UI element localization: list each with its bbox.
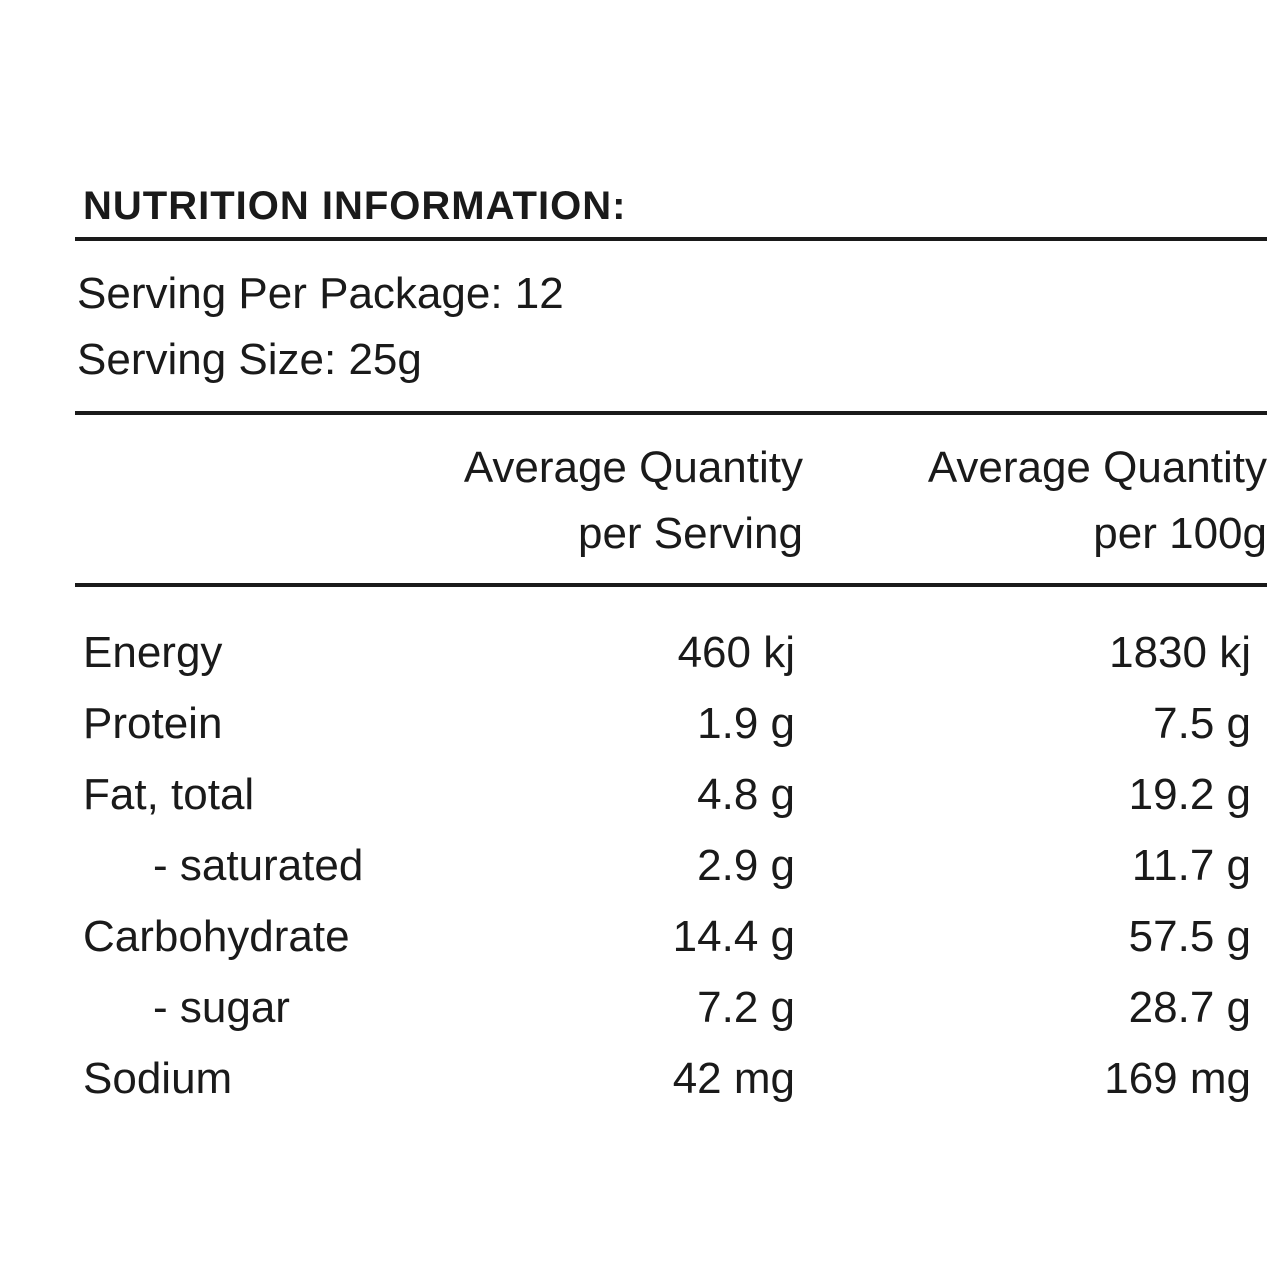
table-row: - saturated 2.9 g 11.7 g [75, 830, 1267, 901]
divider [75, 237, 1267, 241]
per-100g-value: 19.2 g [1128, 769, 1251, 819]
nutrient-table: Energy 460 kj 1830 kj Protein 1.9 g 7.5 … [75, 587, 1267, 1114]
per-serving-value: 4.8 g [697, 769, 795, 819]
header-per-100g-line2: per 100g [1093, 509, 1267, 558]
serving-size: Serving Size: 25g [77, 335, 422, 384]
servings-per-package: Serving Per Package: 12 [77, 269, 564, 318]
per-100g-value: 1830 kj [1109, 627, 1251, 677]
nutrient-label: Carbohydrate [83, 911, 350, 961]
per-100g-value: 7.5 g [1153, 698, 1251, 748]
per-serving-value: 42 mg [672, 1053, 795, 1103]
nutrition-panel: NUTRITION INFORMATION: Serving Per Packa… [75, 175, 1267, 1114]
panel-title: NUTRITION INFORMATION: [83, 184, 627, 228]
header-per-serving-line1: Average Quantity [463, 443, 803, 492]
nutrient-label: Energy [83, 627, 223, 677]
per-100g-value: 57.5 g [1128, 911, 1251, 961]
table-row: Sodium 42 mg 169 mg [75, 1043, 1267, 1114]
nutrient-sublabel: - saturated [153, 840, 364, 890]
column-headers: Average Quantity per Serving Average Qua… [75, 415, 1267, 583]
header-per-serving-line2: per Serving [577, 509, 803, 558]
per-serving-value: 460 kj [677, 627, 795, 677]
table-row: Fat, total 4.8 g 19.2 g [75, 759, 1267, 830]
serving-info: Serving Per Package: 12 Serving Size: 25… [75, 241, 1267, 411]
per-100g-value: 28.7 g [1128, 982, 1251, 1032]
table-row: Energy 460 kj 1830 kj [75, 617, 1267, 688]
divider [75, 411, 1267, 415]
per-serving-value: 14.4 g [672, 911, 795, 961]
nutrient-sublabel: - sugar [153, 982, 290, 1032]
nutrient-label: Protein [83, 698, 223, 748]
table-row: Carbohydrate 14.4 g 57.5 g [75, 901, 1267, 972]
per-100g-value: 11.7 g [1131, 840, 1251, 890]
header-per-100g: Average Quantity per 100g [803, 435, 1267, 567]
header-per-100g-line1: Average Quantity [927, 443, 1267, 492]
per-serving-value: 1.9 g [697, 698, 795, 748]
per-100g-value: 169 mg [1104, 1053, 1251, 1103]
per-serving-value: 2.9 g [697, 840, 795, 890]
table-row: - sugar 7.2 g 28.7 g [75, 972, 1267, 1043]
divider [75, 583, 1267, 587]
nutrient-label: Fat, total [83, 769, 255, 819]
nutrient-label: Sodium [83, 1053, 233, 1103]
header-per-serving: Average Quantity per Serving [425, 435, 803, 567]
table-row: Protein 1.9 g 7.5 g [75, 688, 1267, 759]
per-serving-value: 7.2 g [697, 982, 795, 1032]
